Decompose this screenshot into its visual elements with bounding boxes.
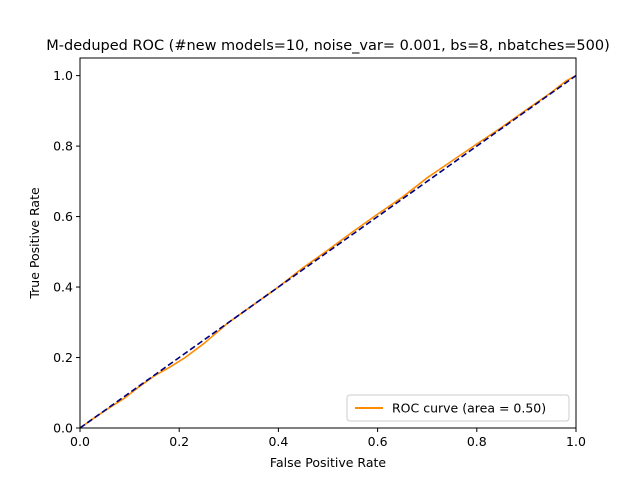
y-axis-ticks: 0.0 0.2 0.4 0.6 0.8 1.0: [53, 68, 80, 436]
x-tick-label: 0.8: [467, 434, 487, 449]
x-tick-label: 0.4: [268, 434, 288, 449]
x-tick-label: 0.2: [169, 434, 189, 449]
y-tick-label: 0.8: [53, 139, 73, 154]
x-tick-label: 1.0: [566, 434, 586, 449]
chart-title: M-deduped ROC (#new models=10, noise_var…: [46, 38, 610, 54]
y-tick-label: 0.4: [53, 280, 73, 295]
legend-box: [346, 394, 570, 422]
y-axis-label: True Positive Rate: [27, 187, 42, 300]
x-axis-label: False Positive Rate: [270, 455, 386, 470]
y-tick-label: 0.2: [53, 350, 73, 365]
legend: ROC curve (area = 0.50): [346, 394, 570, 422]
legend-entry-roc: ROC curve (area = 0.50): [392, 401, 546, 416]
x-tick-label: 0.6: [368, 434, 388, 449]
series-line-1: [79, 74, 577, 429]
x-tick-label: 0.0: [70, 434, 90, 449]
plot-frame: [79, 57, 577, 429]
y-tick-label: 0.0: [53, 421, 73, 436]
y-tick-label: 0.6: [53, 209, 73, 224]
series-layer: [79, 74, 577, 429]
y-tick-label: 1.0: [53, 68, 73, 83]
x-axis-ticks: 0.0 0.2 0.4 0.6 0.8 1.0: [70, 428, 586, 449]
